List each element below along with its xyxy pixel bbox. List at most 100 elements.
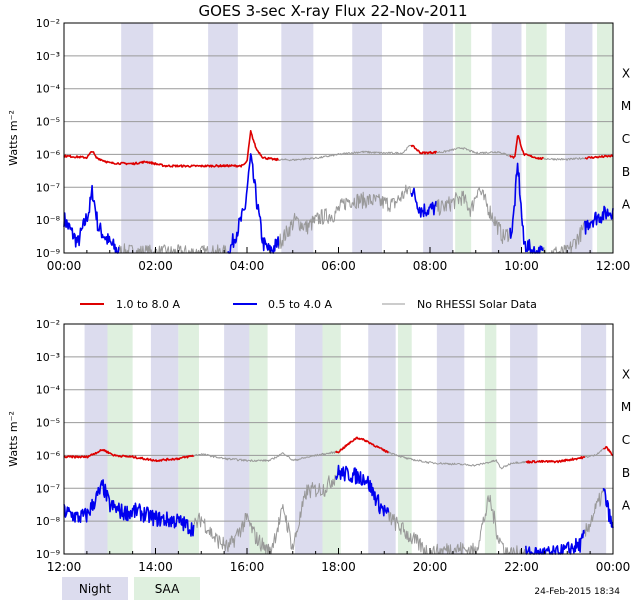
long-series-segment bbox=[63, 448, 195, 463]
y-tick-label: 10⁻⁵ bbox=[36, 116, 60, 129]
generated-timestamp: 24-Feb-2015 18:34 bbox=[534, 587, 620, 597]
x-tick-label: 20:00 bbox=[413, 560, 448, 574]
legend-saa-swatch bbox=[134, 577, 200, 600]
saa-band bbox=[178, 324, 199, 554]
night-band bbox=[423, 23, 453, 253]
legend-label-long: 1.0 to 8.0 A bbox=[116, 298, 181, 311]
chart-title: GOES 3-sec X-ray Flux 22-Nov-2011 bbox=[198, 2, 467, 20]
y-tick-label: 10⁻³ bbox=[36, 50, 60, 63]
flare-class-label: M bbox=[621, 99, 631, 113]
night-band bbox=[436, 324, 465, 554]
y-tick-label: 10⁻⁸ bbox=[36, 515, 61, 528]
y-tick-label: 10⁻⁴ bbox=[36, 83, 61, 96]
panel-bottom: 10⁻² 10⁻³ 10⁻⁴ 10⁻⁵ 10⁻⁶ 10⁻⁷ 10⁻⁸ 10⁻⁹ X M C B A 12:… bbox=[36, 318, 631, 574]
saa-band bbox=[596, 23, 613, 253]
short-series-segment-no-rhessi bbox=[584, 488, 604, 537]
night-band bbox=[491, 23, 522, 253]
y-tick-label: 10⁻⁴ bbox=[36, 384, 61, 397]
long-series-segment bbox=[602, 445, 614, 457]
y-tick-label: 10⁻⁹ bbox=[36, 247, 60, 260]
series-legend: 1.0 to 8.0 A 0.5 to 4.0 A No RHESSI Sola… bbox=[80, 298, 537, 311]
legend-saa-label: SAA bbox=[155, 582, 180, 596]
legend-night-swatch bbox=[62, 577, 128, 600]
long-series-segment bbox=[509, 135, 544, 160]
long-series-segment-no-rhessi bbox=[436, 147, 511, 157]
flare-class-label: C bbox=[622, 433, 630, 447]
short-series-segment bbox=[584, 205, 614, 235]
saa-band bbox=[397, 324, 412, 554]
y-tick-label: 10⁻² bbox=[36, 318, 60, 331]
x-tick-label: 06:00 bbox=[321, 259, 356, 273]
x-tick-label: 00:00 bbox=[47, 259, 82, 273]
long-series-segment bbox=[335, 436, 390, 454]
x-tick-label: 14:00 bbox=[138, 560, 173, 574]
long-series-segment bbox=[525, 455, 586, 464]
long-series-segment-no-rhessi bbox=[388, 451, 527, 470]
flare-class-label: C bbox=[622, 132, 630, 146]
long-series-segment-no-rhessi bbox=[584, 448, 604, 458]
flare-class-label: B bbox=[622, 165, 630, 179]
flare-class-label: B bbox=[622, 466, 630, 480]
long-series-segment bbox=[584, 154, 614, 160]
night-band bbox=[368, 324, 396, 554]
x-tick-label: 10:00 bbox=[504, 259, 539, 273]
legend-label-no-rhessi: No RHESSI Solar Data bbox=[417, 298, 537, 311]
x-tick-label: 02:00 bbox=[138, 259, 173, 273]
saa-band bbox=[322, 324, 341, 554]
y-tick-label: 10⁻⁶ bbox=[36, 449, 61, 462]
short-series-segment bbox=[602, 487, 614, 529]
night-band bbox=[121, 23, 154, 253]
panel-top: 10⁻² 10⁻³ 10⁻⁴ 10⁻⁵ 10⁻⁶ 10⁻⁷ 10⁻⁸ 10⁻⁹ X M C B A 00:… bbox=[36, 17, 631, 273]
y-tick-label: 10⁻³ bbox=[36, 351, 60, 364]
long-series-segment-no-rhessi bbox=[278, 144, 412, 162]
y-axis-label-top: Watts m⁻² bbox=[7, 110, 20, 166]
short-series-segment bbox=[63, 184, 120, 254]
y-tick-label: 10⁻⁶ bbox=[36, 148, 61, 161]
x-tick-label: 12:00 bbox=[596, 259, 631, 273]
night-band bbox=[510, 324, 538, 554]
y-axis-label-bottom: Watts m⁻² bbox=[7, 411, 20, 467]
saa-band bbox=[484, 324, 497, 554]
night-band bbox=[281, 23, 314, 253]
y-tick-label: 10⁻⁷ bbox=[36, 482, 60, 495]
short-series-segment bbox=[410, 187, 438, 218]
short-series-segment bbox=[63, 479, 195, 537]
y-tick-label: 10⁻² bbox=[36, 17, 60, 30]
shade-legend: Night SAA bbox=[62, 577, 200, 600]
long-series-segment-no-rhessi bbox=[193, 450, 337, 462]
y-tick-label: 10⁻⁸ bbox=[36, 214, 61, 227]
legend-label-short: 0.5 to 4.0 A bbox=[268, 298, 333, 311]
long-series-segment bbox=[410, 144, 438, 155]
x-tick-label: 04:00 bbox=[230, 259, 265, 273]
x-tick-label: 22:00 bbox=[504, 560, 539, 574]
saa-band bbox=[455, 23, 472, 253]
saa-band bbox=[107, 324, 133, 554]
y-tick-label: 10⁻⁵ bbox=[36, 417, 60, 430]
saa-band bbox=[249, 324, 268, 554]
night-band bbox=[224, 324, 252, 554]
night-band bbox=[295, 324, 323, 554]
short-series-segment bbox=[335, 464, 390, 517]
legend-night-label: Night bbox=[79, 582, 112, 596]
flare-class-label: A bbox=[622, 198, 631, 212]
short-series-segment-no-rhessi bbox=[388, 494, 527, 555]
x-tick-label: 18:00 bbox=[321, 560, 356, 574]
long-series-segment-no-rhessi bbox=[543, 157, 586, 161]
night-band bbox=[208, 23, 238, 253]
y-tick-label: 10⁻⁷ bbox=[36, 181, 60, 194]
saa-band bbox=[526, 23, 547, 253]
x-tick-label: 16:00 bbox=[230, 560, 265, 574]
long-series-segment bbox=[63, 130, 280, 168]
flare-class-label: M bbox=[621, 400, 631, 414]
flare-class-label: A bbox=[622, 499, 631, 513]
short-series-segment-no-rhessi bbox=[193, 474, 337, 555]
night-band bbox=[580, 324, 607, 554]
flare-class-label: X bbox=[622, 367, 630, 381]
y-tick-label: 10⁻⁹ bbox=[36, 548, 60, 561]
x-tick-label: 12:00 bbox=[47, 560, 82, 574]
night-band bbox=[352, 23, 382, 253]
short-series-segment-no-rhessi bbox=[436, 186, 511, 244]
x-tick-label: 00:00 bbox=[596, 560, 631, 574]
flare-class-label: X bbox=[622, 66, 630, 80]
